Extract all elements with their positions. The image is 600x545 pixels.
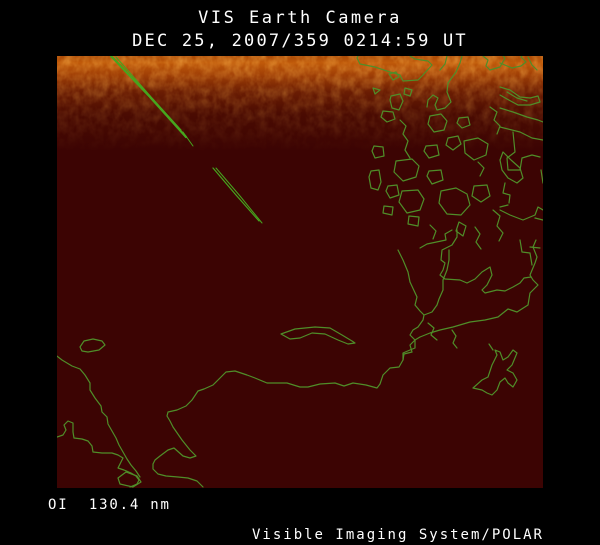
sensor-noise (57, 56, 543, 488)
coastline (426, 56, 463, 111)
coastline (506, 131, 541, 171)
coastline (382, 205, 394, 216)
coastline (398, 189, 425, 214)
coastline (455, 221, 467, 237)
coastline (380, 110, 396, 123)
coastline (477, 161, 485, 177)
coastline (499, 86, 541, 106)
coastline (488, 343, 494, 351)
coastline (489, 106, 501, 135)
coastline (356, 56, 433, 82)
coastline (419, 229, 453, 249)
coastline (368, 169, 382, 191)
coastline (445, 135, 462, 151)
dayglow-streak (109, 56, 188, 139)
coastline (427, 322, 438, 341)
coastline (429, 224, 437, 240)
coastline (519, 239, 533, 266)
coastline (57, 355, 141, 478)
coastline (152, 336, 421, 488)
coastline-overlay (57, 56, 543, 488)
coastline (397, 249, 450, 316)
coastline (540, 169, 543, 184)
coastline (427, 113, 448, 133)
coastline (472, 349, 518, 396)
coastline (506, 91, 528, 102)
credits-block: Visible Imaging System/POLAR The Univers… (210, 493, 544, 545)
image-frame (57, 56, 543, 488)
coastline (372, 87, 381, 95)
coastline (371, 145, 385, 159)
image-timestamp: DEC 25, 2007/359 0214:59 UT (132, 31, 468, 51)
coastline (399, 119, 411, 159)
coastline (438, 187, 471, 216)
coastline (393, 158, 420, 182)
coastline (402, 314, 425, 361)
coastline (456, 116, 471, 129)
coastline (482, 56, 506, 71)
coastline (419, 239, 539, 338)
coastline (79, 338, 106, 353)
image-title: VIS Earth Camera (198, 8, 402, 28)
coastline (492, 209, 504, 242)
coastline (527, 56, 538, 71)
coastline (439, 56, 448, 71)
coastline (474, 226, 482, 250)
coastline (389, 93, 404, 111)
coastline (117, 471, 142, 488)
coastline (502, 182, 511, 204)
coastline (499, 151, 524, 184)
coastline (403, 87, 413, 97)
coastline (529, 246, 541, 249)
coastline (471, 184, 491, 203)
coastline (439, 229, 532, 294)
coastline (499, 56, 527, 69)
coastline (499, 126, 543, 141)
coastline (280, 326, 356, 345)
coastline (499, 107, 543, 123)
credit-line-1: Visible Imaging System/POLAR (251, 527, 544, 543)
dayglow-streak (215, 167, 263, 224)
coastline (388, 71, 400, 81)
dayglow-streak (182, 131, 194, 147)
coastline (385, 184, 400, 199)
coastline (499, 206, 543, 221)
dayglow-streak (115, 56, 182, 131)
coastline (407, 215, 420, 227)
coastline (499, 204, 509, 208)
coastline (534, 217, 543, 221)
coastline (463, 137, 489, 161)
coastline (423, 144, 440, 159)
coastline (451, 329, 458, 349)
streak-overlay (109, 56, 263, 224)
coastline (426, 169, 444, 185)
wavelength-label: OI 130.4 nm (48, 497, 171, 513)
dayglow-streak (212, 167, 260, 222)
